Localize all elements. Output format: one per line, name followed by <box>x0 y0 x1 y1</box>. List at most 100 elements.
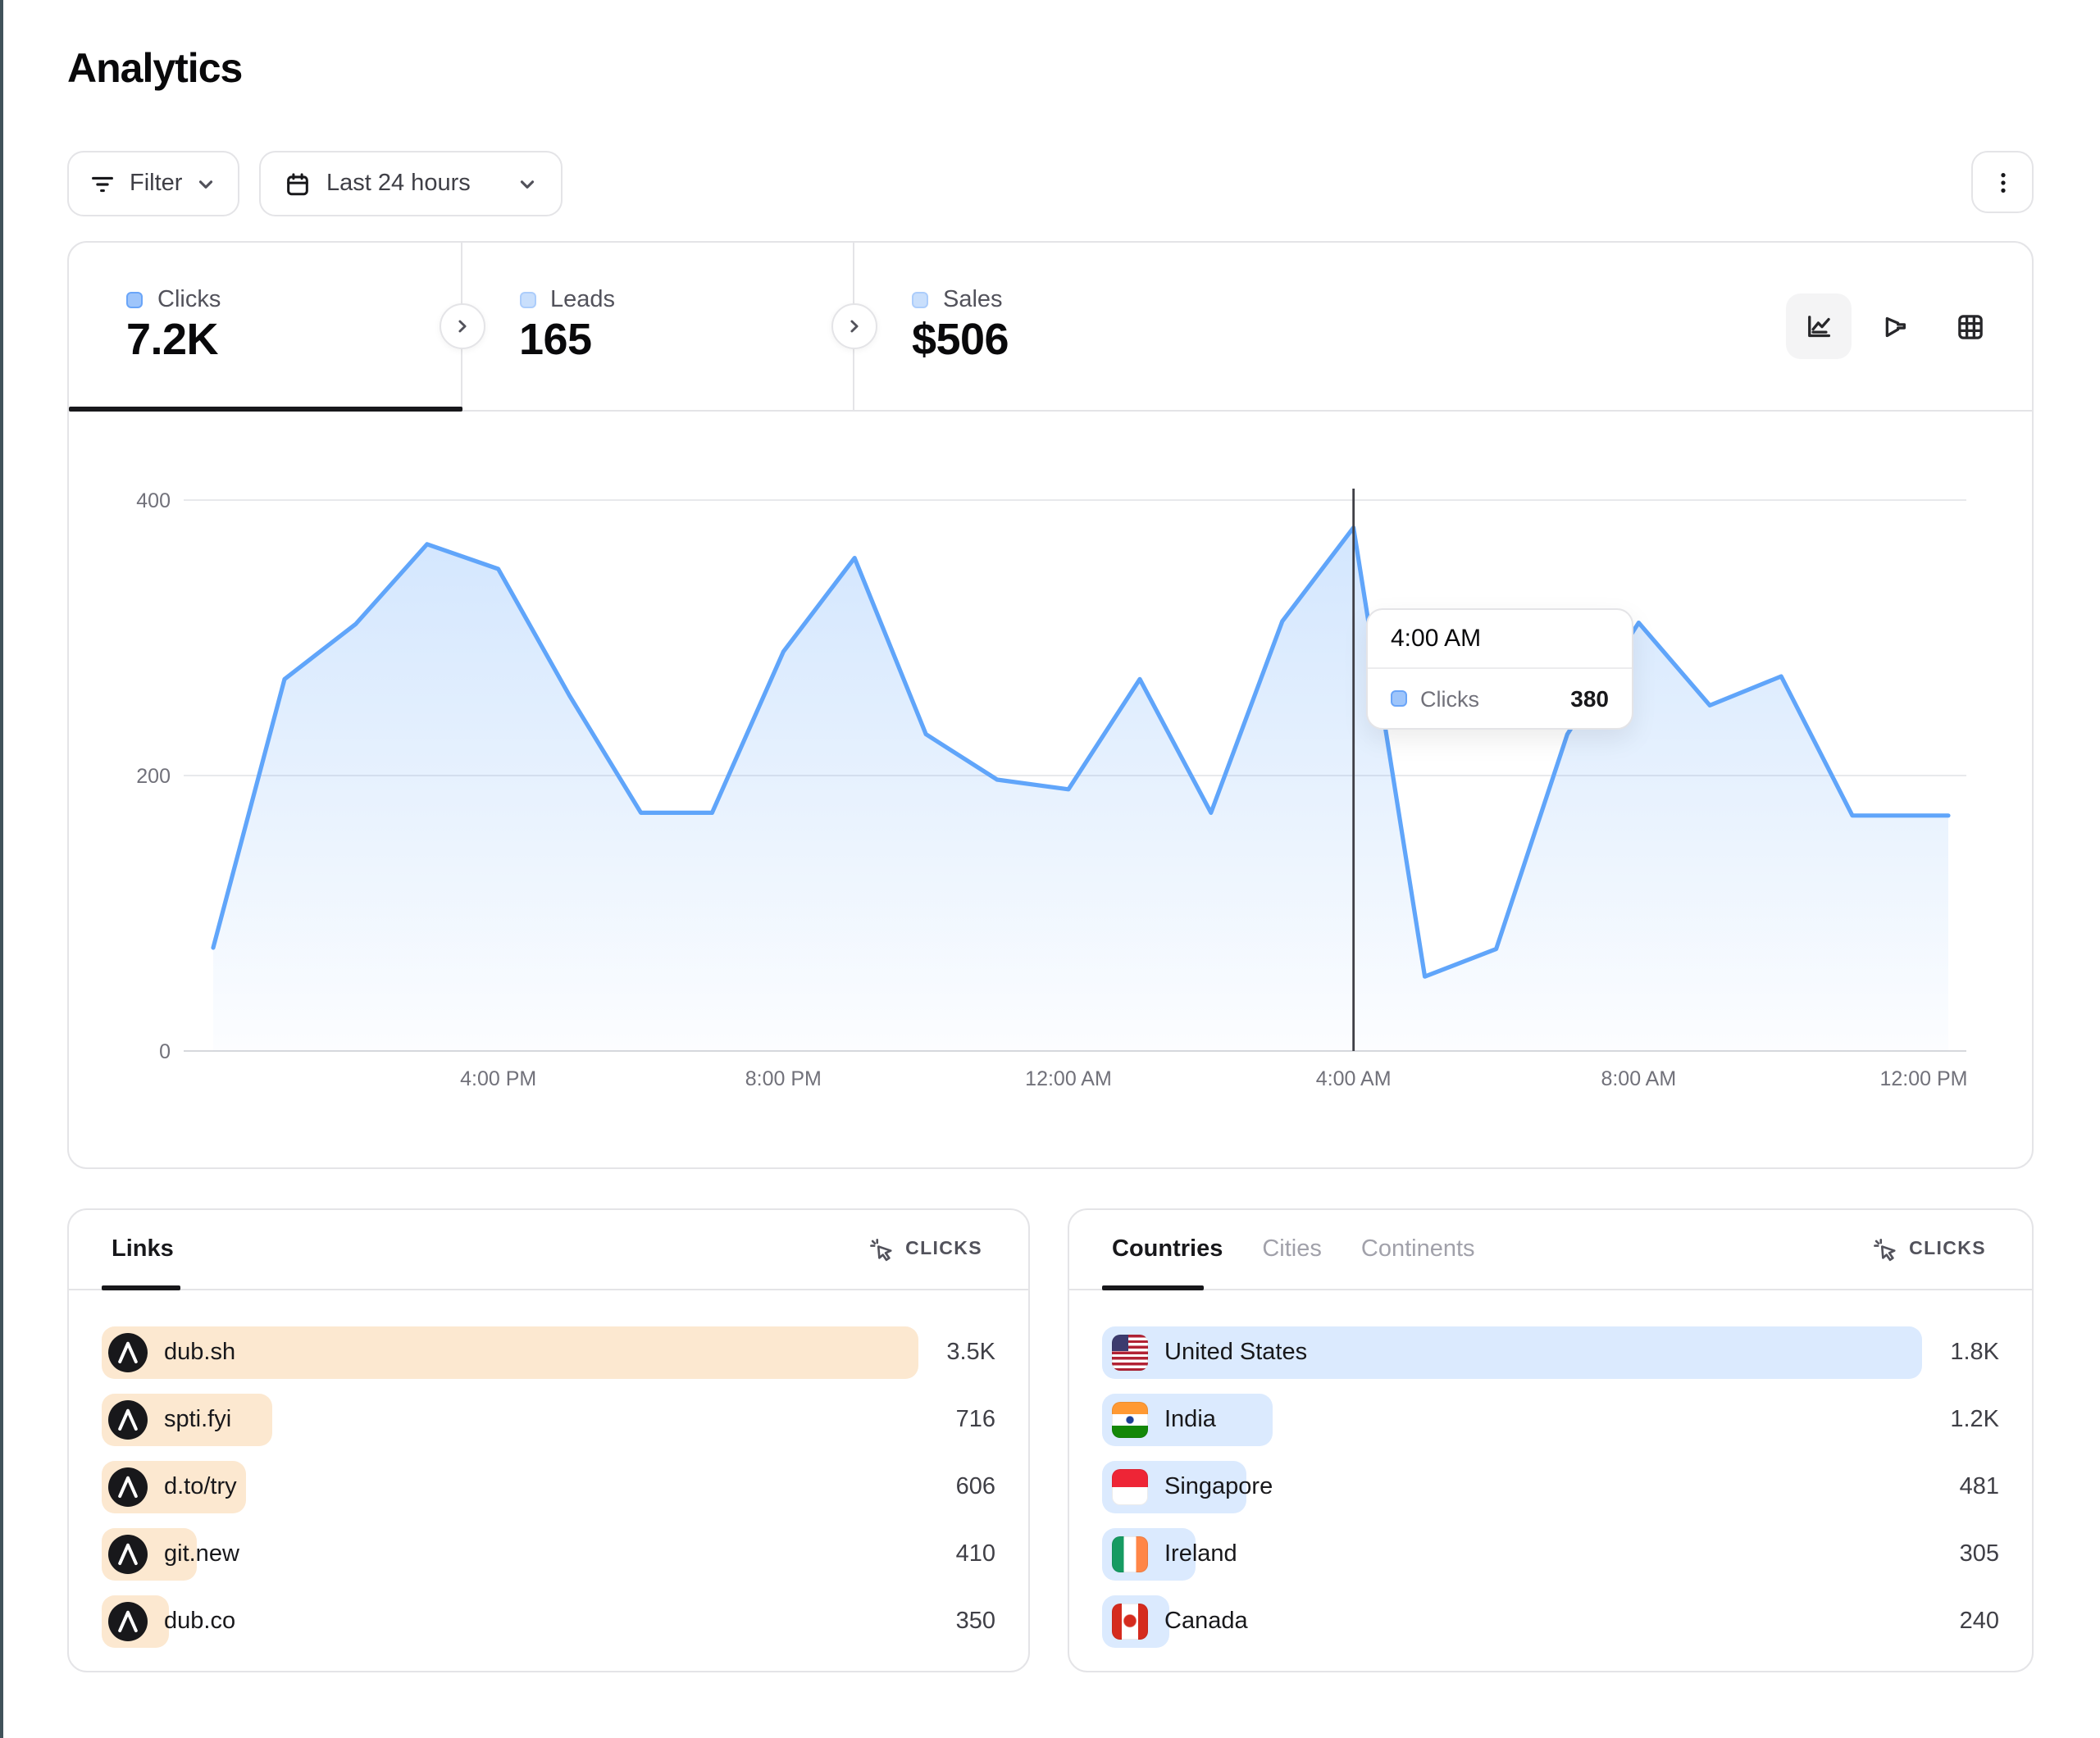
value-bar <box>1102 1326 1922 1379</box>
countries-metric-label: CLICKS <box>1909 1240 1986 1259</box>
list-item-label: spti.fyi <box>164 1407 232 1433</box>
area-fill <box>213 527 1948 1051</box>
list-item[interactable]: Canada 240 <box>1102 1595 1999 1648</box>
calendar-icon <box>284 170 312 198</box>
countries-list: United States 1.8K India 1.2K Singapore … <box>1069 1326 2032 1648</box>
window-edge-stripe <box>0 0 3 1738</box>
tooltip-series-label: Clicks <box>1420 686 1479 711</box>
kebab-menu-icon <box>1990 170 2015 194</box>
links-metric-selector[interactable]: CLICKS <box>859 1235 992 1263</box>
tab-links[interactable]: Links <box>112 1236 174 1263</box>
expand-leads-button[interactable] <box>831 303 877 349</box>
dub-logo-icon <box>108 1535 148 1574</box>
countries-panel: Countries Cities Continents CLICKS Unite… <box>1068 1208 2034 1672</box>
list-item-value: 1.8K <box>1950 1340 1999 1366</box>
line-chart-view-button[interactable] <box>1786 293 1852 359</box>
list-item[interactable]: d.to/try 606 <box>102 1461 995 1513</box>
dub-logo-icon <box>108 1602 148 1641</box>
list-item[interactable]: dub.co 350 <box>102 1595 995 1648</box>
sales-series-swatch <box>912 292 928 308</box>
sales-tab-value: $506 <box>912 315 1009 364</box>
list-item-label: Ireland <box>1164 1541 1237 1567</box>
list-item-value: 481 <box>1959 1474 1999 1500</box>
tab-countries[interactable]: Countries <box>1112 1236 1223 1263</box>
stats-tab-row: Clicks 7.2K Leads 165 Sales <box>69 243 2032 412</box>
filter-button[interactable]: Filter <box>67 151 239 216</box>
line-chart-icon <box>1802 309 1836 344</box>
countries-metric-selector[interactable]: CLICKS <box>1863 1235 1996 1263</box>
x-tick-label: 4:00 AM <box>1316 1067 1392 1090</box>
tab-cities[interactable]: Cities <box>1262 1236 1322 1263</box>
toolbar: Filter Last 24 hours <box>67 151 2034 216</box>
clicks-series-swatch <box>126 292 143 308</box>
tooltip-time: 4:00 AM <box>1368 610 1632 669</box>
cursor-click-icon <box>1873 1237 1897 1262</box>
dub-logo-icon <box>108 1333 148 1372</box>
tooltip-series-value: 380 <box>1570 685 1609 712</box>
list-item-label: Singapore <box>1164 1474 1273 1500</box>
list-item[interactable]: git.new 410 <box>102 1528 995 1581</box>
more-options-button[interactable] <box>1971 151 2034 213</box>
list-item[interactable]: spti.fyi 716 <box>102 1394 995 1446</box>
list-item[interactable]: Singapore 481 <box>1102 1461 1999 1513</box>
list-item[interactable]: United States 1.8K <box>1102 1326 1999 1379</box>
y-tick-label: 200 <box>136 765 171 788</box>
list-item[interactable]: Ireland 305 <box>1102 1528 1999 1581</box>
clicks-line <box>211 525 1951 979</box>
date-range-button[interactable]: Last 24 hours <box>259 151 563 216</box>
list-item-value: 305 <box>1959 1541 1999 1567</box>
tab-continents[interactable]: Continents <box>1360 1236 1475 1263</box>
list-item-value: 410 <box>955 1541 995 1567</box>
expand-clicks-button[interactable] <box>439 303 485 349</box>
country-flag-icon <box>1112 1335 1148 1371</box>
x-tick-label: 12:00 AM <box>1025 1067 1112 1090</box>
chart-tooltip: 4:00 AM Clicks 380 <box>1366 608 1633 730</box>
tab-clicks[interactable]: Clicks 7.2K <box>69 243 462 412</box>
grid-table-icon <box>1952 309 1987 344</box>
tooltip-series-swatch <box>1391 690 1407 707</box>
country-flag-icon <box>1112 1536 1148 1572</box>
links-metric-label: CLICKS <box>905 1240 982 1259</box>
page-title: Analytics <box>67 46 243 92</box>
clicks-area-chart[interactable]: 0 200 400 4:00 PM 8:00 PM 12:00 AM 4:00 AM 8:00… <box>69 410 2032 1167</box>
links-panel-header: Links CLICKS <box>69 1210 1028 1290</box>
value-bar <box>102 1326 919 1379</box>
list-item[interactable]: India 1.2K <box>1102 1394 1999 1446</box>
x-tick-label: 8:00 PM <box>745 1067 822 1090</box>
dub-logo-icon <box>108 1400 148 1440</box>
countries-active-tab-underline <box>1102 1285 1204 1290</box>
list-item[interactable]: dub.sh 3.5K <box>102 1326 995 1379</box>
x-tick-label: 4:00 PM <box>460 1067 536 1090</box>
country-flag-icon <box>1112 1402 1148 1438</box>
tab-leads[interactable]: Leads 165 <box>462 243 854 410</box>
leads-tab-value: 165 <box>519 315 592 364</box>
filter-icon <box>89 170 116 198</box>
tab-sales[interactable]: Sales $506 <box>854 243 1247 410</box>
countries-panel-header: Countries Cities Continents CLICKS <box>1069 1210 2032 1290</box>
chevron-down-icon <box>195 173 216 194</box>
list-item-value: 3.5K <box>946 1340 995 1366</box>
chevron-down-icon <box>517 173 538 194</box>
x-tick-label: 12:00 PM <box>1879 1067 1967 1090</box>
date-range-label: Last 24 hours <box>326 171 471 197</box>
list-item-value: 716 <box>955 1407 995 1433</box>
y-tick-label: 0 <box>159 1040 171 1063</box>
list-item-label: dub.co <box>164 1608 236 1635</box>
y-tick-label: 400 <box>136 489 171 512</box>
list-item-value: 240 <box>1959 1608 1999 1635</box>
list-item-label: Canada <box>1164 1608 1248 1635</box>
table-view-button[interactable] <box>1937 293 2002 359</box>
leads-series-swatch <box>519 292 535 308</box>
list-item-value: 1.2K <box>1950 1407 1999 1433</box>
filter-label: Filter <box>130 171 183 197</box>
funnel-chart-view-button[interactable] <box>1861 293 1927 359</box>
links-active-tab-underline <box>102 1285 180 1290</box>
funnel-icon <box>1877 309 1911 344</box>
x-tick-label: 8:00 AM <box>1601 1067 1676 1090</box>
list-item-value: 350 <box>955 1608 995 1635</box>
analytics-chart-card: Clicks 7.2K Leads 165 Sales <box>67 241 2034 1169</box>
links-panel: Links CLICKS dub.sh 3.5K spti.fyi <box>67 1208 1030 1672</box>
chart-body: 0 200 400 4:00 PM 8:00 PM 12:00 AM 4:00 AM 8:00… <box>69 410 2032 1167</box>
list-item-value: 606 <box>955 1474 995 1500</box>
